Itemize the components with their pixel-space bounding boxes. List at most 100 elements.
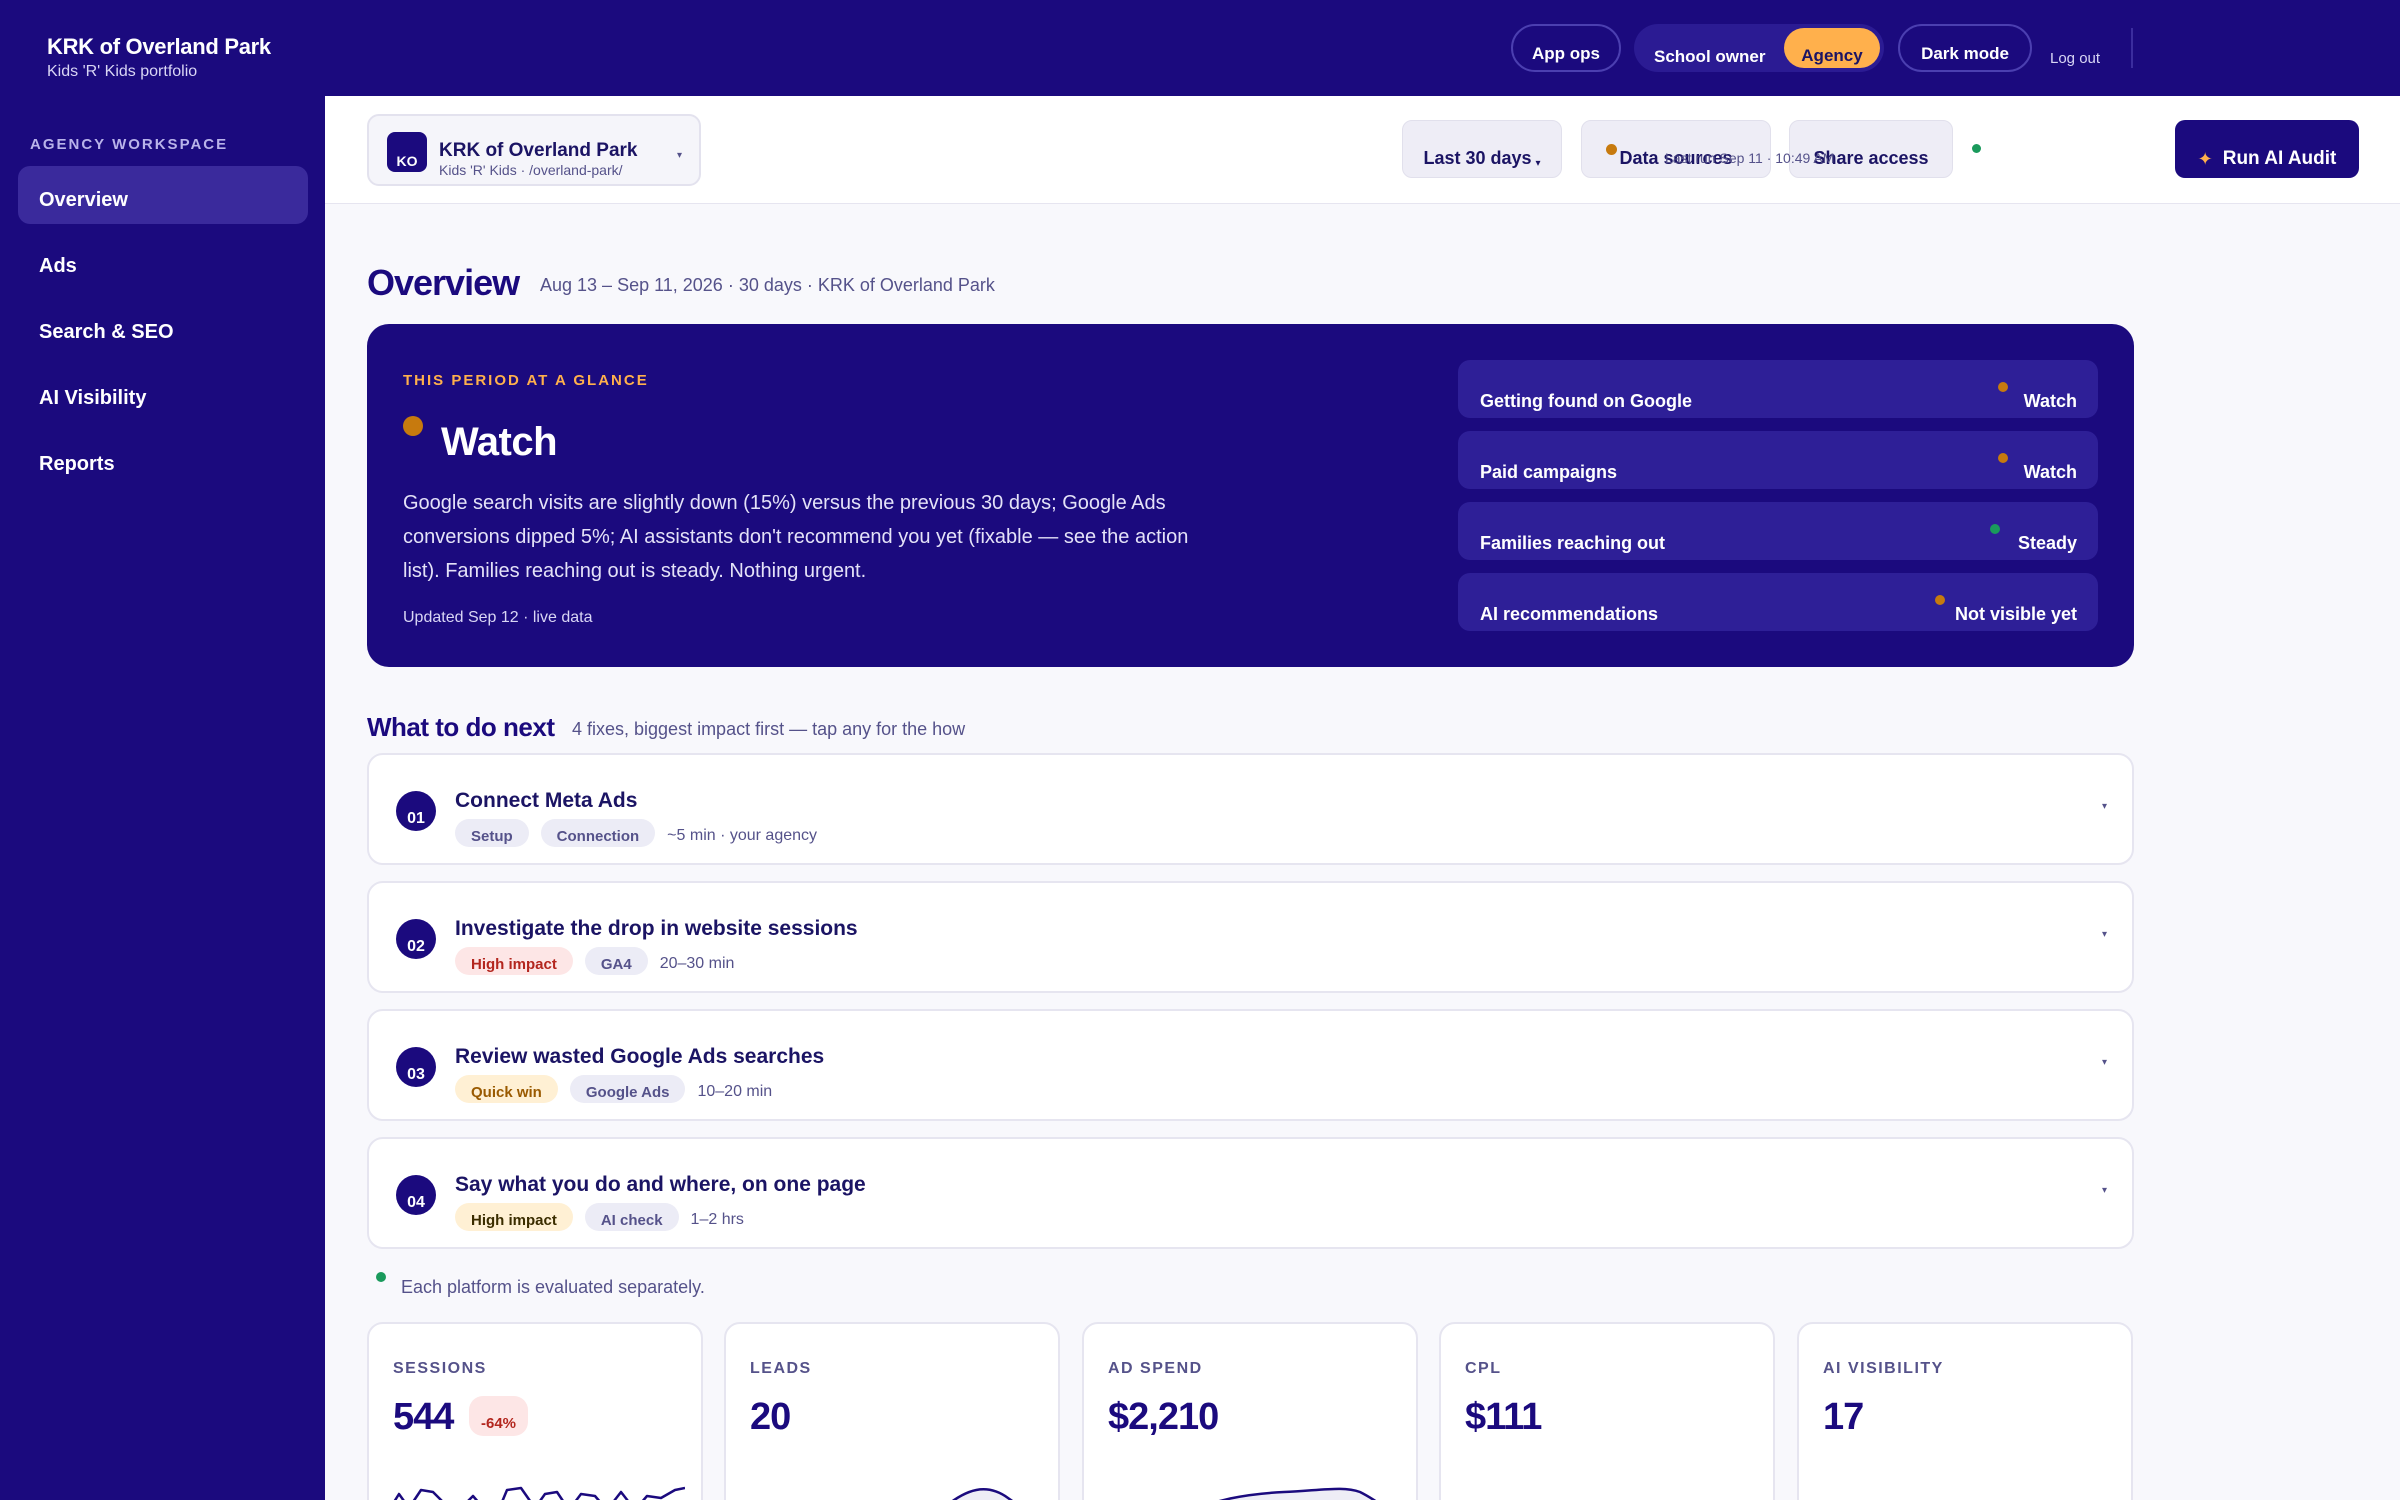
sidebar-item-label: Ads [39, 254, 77, 277]
action-tags: High impact AI check 1–2 hrs [455, 1201, 744, 1231]
glance-updated: Updated Sep 12 · live data [403, 609, 593, 626]
kpi-value: 20 [750, 1396, 791, 1438]
sidebar-item-ads[interactable]: Ads [18, 232, 308, 290]
sparkline [1218, 1487, 1377, 1500]
action-time: 20–30 min [659, 955, 735, 972]
logout-link[interactable]: Log out [2050, 50, 2101, 67]
chevron-down-icon[interactable]: ▾ [2101, 1057, 2107, 1068]
last-run-timestamp: Last run Sep 11 · 10:49 AM [1665, 150, 1835, 166]
divider [2131, 28, 2133, 68]
agency-toggle[interactable]: Agency [1784, 28, 1880, 68]
status-dot-icon [376, 1272, 386, 1282]
glance-kicker: THIS PERIOD AT A GLANCE [403, 372, 649, 389]
status-dot-icon [1972, 144, 1981, 153]
status-dot-icon [403, 416, 423, 436]
action-time: 1–2 hrs [690, 1211, 744, 1228]
sparkline [393, 1486, 685, 1500]
tag-badge: High impact [455, 947, 573, 975]
kpi-card-ad-spend[interactable]: AD SPEND $2,210 [1082, 1322, 1418, 1500]
action-number: 02 [396, 919, 436, 959]
kpi-label: AD SPEND [1108, 1360, 1203, 1377]
run-ai-audit-label: Run AI Audit [2222, 148, 2337, 169]
toolbar: KO KRK of Overland Park Kids 'R' Kids · … [325, 96, 2400, 204]
action-item[interactable]: 04 Say what you do and where, on one pag… [367, 1137, 2134, 1249]
sidebar-item-reports[interactable]: Reports [18, 430, 308, 488]
app-ops-button[interactable]: App ops [1511, 24, 1621, 72]
action-item[interactable]: 02 Investigate the drop in website sessi… [367, 881, 2134, 993]
action-tags: Setup Connection ~5 min · your agency [455, 817, 817, 847]
kpi-card-ai-visibility[interactable]: AI VISIBILITY 17 [1797, 1322, 2133, 1500]
chevron-down-icon[interactable]: ▾ [2101, 929, 2107, 940]
action-title: Investigate the drop in website sessions [455, 917, 858, 940]
tag-badge: GA4 [584, 947, 648, 975]
sidebar: AGENCY WORKSPACE Overview Ads Search & S… [0, 96, 325, 1500]
action-item[interactable]: 03 Review wasted Google Ads searches Qui… [367, 1009, 2134, 1121]
glance-row-paid[interactable]: Paid campaigns Watch [1458, 431, 2098, 489]
site-selector[interactable]: KO KRK of Overland Park Kids 'R' Kids · … [367, 114, 701, 186]
kpi-label: LEADS [750, 1360, 812, 1377]
status-dot-icon [1990, 524, 2000, 534]
glance-row-label: Paid campaigns [1480, 462, 1618, 482]
sidebar-item-label: Search & SEO [39, 320, 174, 343]
brand-title: KRK of Overland Park [47, 34, 271, 59]
brand-subtitle: Kids 'R' Kids portfolio [47, 63, 198, 80]
action-title: Say what you do and where, on one page [455, 1173, 866, 1196]
date-range-select[interactable]: Last 30 days ▾ [1402, 120, 1562, 178]
site-avatar: KO [387, 132, 427, 172]
kpi-value: $2,210 [1108, 1396, 1219, 1438]
action-time: ~5 min · your agency [667, 827, 818, 844]
run-ai-audit-button[interactable]: ✦ Run AI Audit [2175, 120, 2359, 178]
sidebar-item-label: Overview [39, 188, 128, 211]
share-access-button[interactable]: Share access [1789, 120, 1953, 178]
kpi-value: $111 [1465, 1396, 1542, 1438]
data-sources-button[interactable]: Data sources [1581, 120, 1771, 178]
action-time: 10–20 min [697, 1083, 773, 1100]
glance-row-families[interactable]: Families reaching out Steady [1458, 502, 2098, 560]
action-number: 03 [396, 1047, 436, 1087]
school-owner-toggle[interactable]: School owner [1654, 47, 1766, 66]
page-meta: Aug 13 – Sep 11, 2026 · 30 days · KRK of… [540, 275, 995, 295]
sidebar-item-search-seo[interactable]: Search & SEO [18, 298, 308, 356]
glance-card: THIS PERIOD AT A GLANCE Watch Google sea… [367, 324, 2134, 667]
tag-badge: Quick win [455, 1075, 558, 1103]
chevron-down-icon[interactable]: ▾ [2101, 801, 2107, 812]
chevron-down-icon: ▾ [1535, 158, 1541, 169]
dark-mode-button[interactable]: Dark mode [1898, 24, 2032, 72]
glance-row-label: AI recommendations [1480, 604, 1659, 624]
sidebar-item-label: Reports [39, 452, 115, 475]
data-sources-label: Data sources [1619, 148, 1733, 168]
tag-badge: Google Ads [569, 1075, 686, 1103]
site-path: Kids 'R' Kids · /overland-park/ [439, 162, 623, 178]
sidebar-item-ai-visibility[interactable]: AI Visibility [18, 364, 308, 422]
status-dot-icon [1606, 144, 1617, 155]
brand: KRK of Overland Park Kids 'R' Kids portf… [47, 34, 271, 81]
glance-status: Watch [441, 420, 558, 464]
status-dot-icon [1935, 595, 1945, 605]
kpi-label: SESSIONS [393, 1360, 487, 1377]
date-range-label: Last 30 days [1423, 148, 1532, 168]
page-title: Overview [367, 262, 520, 303]
kpi-card-cpl[interactable]: CPL $111 [1439, 1322, 1775, 1500]
chevron-down-icon[interactable]: ▾ [2101, 1185, 2107, 1196]
glance-row-status: Not visible yet [1954, 604, 2077, 624]
kpi-delta-badge: -64% [469, 1396, 529, 1436]
sidebar-item-overview[interactable]: Overview [18, 166, 308, 224]
top-bar: KRK of Overland Park Kids 'R' Kids portf… [0, 0, 2400, 96]
kpi-card-leads[interactable]: LEADS 20 [724, 1322, 1060, 1500]
sidebar-heading: AGENCY WORKSPACE [30, 136, 229, 153]
glance-row-ai[interactable]: AI recommendations Not visible yet [1458, 573, 2098, 631]
kpi-label: AI VISIBILITY [1823, 1360, 1944, 1377]
section-title: What to do next [367, 712, 555, 742]
sidebar-item-label: AI Visibility [39, 386, 147, 409]
kpi-card-sessions[interactable]: SESSIONS 544 -64% [367, 1322, 703, 1500]
glance-row-google[interactable]: Getting found on Google Watch [1458, 360, 2098, 418]
action-tags: High impact GA4 20–30 min [455, 945, 734, 975]
action-number: 04 [396, 1175, 436, 1215]
action-number: 01 [396, 791, 436, 831]
action-item[interactable]: 01 Connect Meta Ads Setup Connection ~5 … [367, 753, 2134, 865]
role-switcher: School owner Agency [1634, 24, 1884, 72]
status-dot-icon [1998, 382, 2008, 392]
section-meta: 4 fixes, biggest impact first — tap any … [572, 719, 966, 739]
evaluation-note: Each platform is evaluated separately. [401, 1277, 705, 1297]
kpi-value: 544 [393, 1396, 454, 1438]
